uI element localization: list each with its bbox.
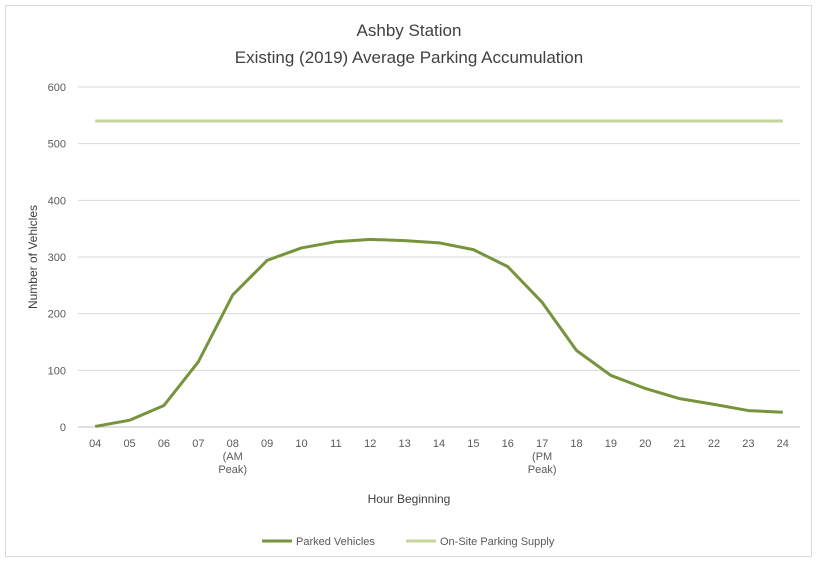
x-tick-label: 13: [398, 438, 410, 450]
x-tick-label: 18: [570, 438, 582, 450]
y-tick-label: 300: [48, 252, 66, 264]
x-tick-label: 11: [330, 438, 341, 450]
x-tick-label: 21: [674, 438, 686, 450]
legend-label: Parked Vehicles: [296, 536, 375, 548]
x-tick-label: 22: [708, 438, 720, 450]
x-tick-label: 23: [742, 438, 754, 450]
y-tick-label: 400: [48, 195, 66, 207]
x-tick-label: 08 (AM Peak): [218, 438, 247, 476]
x-axis-title: Hour Beginning: [368, 492, 451, 506]
chart-subtitle: Existing (2019) Average Parking Accumula…: [235, 48, 583, 67]
x-tick-label: 24: [777, 438, 789, 450]
y-axis-title: Number of Vehicles: [26, 205, 40, 309]
x-tick-label: 09: [261, 438, 273, 450]
data-line: [94, 237, 783, 428]
chart-title: Ashby Station: [357, 21, 462, 40]
chart-frame: [5, 5, 812, 557]
x-tick-label: 07: [192, 438, 204, 450]
y-tick-label: 200: [48, 309, 66, 321]
x-tick-label: 12: [364, 438, 376, 450]
y-tick-label: 500: [48, 139, 66, 151]
x-tick-label: 16: [502, 438, 514, 450]
x-tick-label: 06: [158, 438, 170, 450]
legend-label: On-Site Parking Supply: [440, 536, 555, 548]
x-tick-label: 19: [605, 438, 617, 450]
y-tick-label: 600: [48, 82, 66, 94]
x-tick-label: 14: [433, 438, 445, 450]
x-tick-label: 04: [89, 438, 101, 450]
y-tick-label: 0: [60, 422, 66, 434]
x-tick-label: 17 (PM Peak): [528, 438, 557, 476]
x-tick-label: 15: [467, 438, 479, 450]
y-tick-label: 100: [48, 365, 66, 377]
x-tick-label: 05: [123, 438, 135, 450]
x-tick-label: 10: [295, 438, 307, 450]
x-tick-label: 20: [639, 438, 651, 450]
